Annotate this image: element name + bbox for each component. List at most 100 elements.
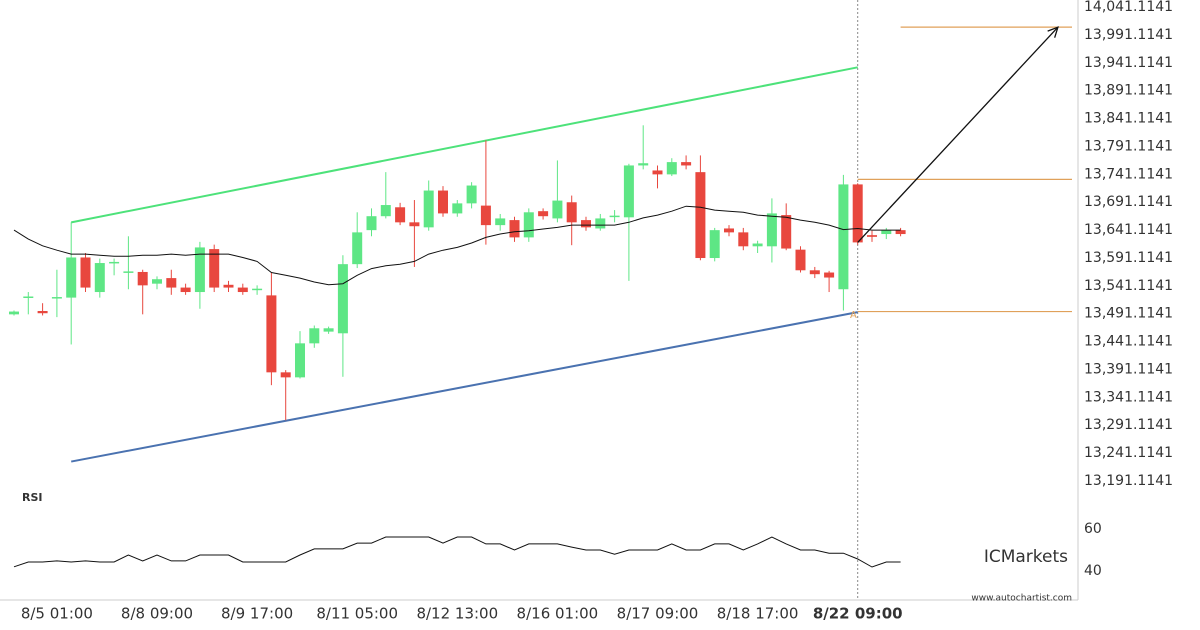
candle-body — [638, 163, 649, 166]
x-tick-label: 8/11 05:00 — [316, 605, 398, 623]
candle-body — [438, 190, 448, 214]
candle-body — [852, 184, 863, 243]
y-tick-label: 13,591.1141 — [1084, 250, 1173, 266]
y-tick-label: 13,741.1141 — [1084, 166, 1173, 182]
y-tick-label: 13,441.1141 — [1084, 334, 1173, 350]
candle-body — [94, 263, 105, 293]
candle-body — [166, 278, 177, 288]
candle-body — [266, 295, 277, 373]
y-tick-label: 13,341.1141 — [1084, 389, 1173, 405]
rsi-label: RSI — [22, 491, 43, 504]
candle-body — [152, 279, 162, 284]
y-tick-label: 13,391.1141 — [1084, 361, 1173, 377]
candle-body — [709, 230, 720, 259]
pattern-line — [71, 311, 858, 463]
rsi-tick-label: 60 — [1084, 521, 1102, 537]
candle-body — [123, 271, 134, 273]
candle-body — [552, 200, 563, 219]
x-tick-label: 8/12 13:00 — [416, 605, 498, 623]
candle-body — [695, 172, 706, 259]
arrow — [857, 26, 1059, 243]
candle-body — [781, 215, 792, 249]
candle-body — [380, 205, 391, 217]
candle-body — [309, 328, 320, 344]
candle-body — [738, 232, 749, 247]
y-tick-label: 13,641.1141 — [1084, 222, 1173, 238]
candle-body — [237, 287, 248, 293]
y-tick-label: 13,791.1141 — [1084, 138, 1173, 154]
candle-body — [867, 235, 877, 237]
candle-body — [280, 372, 291, 378]
candle-body — [252, 288, 263, 291]
candle-body — [66, 257, 77, 298]
candle-body — [80, 257, 91, 288]
candle-body — [895, 230, 906, 235]
arrow-head — [1047, 26, 1059, 38]
y-tick-label: 13,491.1141 — [1084, 306, 1173, 322]
candle-body — [23, 296, 34, 298]
candle-body — [838, 184, 849, 290]
pattern-line — [71, 66, 858, 224]
candle-body — [595, 218, 606, 229]
candle-body — [881, 230, 892, 235]
candle-body — [495, 218, 506, 226]
candle-body — [51, 297, 62, 299]
candle-body — [366, 216, 377, 231]
candle-body — [538, 211, 549, 217]
x-tick-label: 8/18 17:00 — [717, 605, 799, 623]
moving-average — [13, 205, 901, 286]
candle-body — [223, 284, 234, 288]
candle-body — [581, 220, 591, 228]
candle-body — [795, 249, 806, 271]
rsi-tick-label: 40 — [1084, 563, 1102, 579]
x-tick-label: 8/22 09:00 — [813, 605, 903, 623]
watermark: ICMarkets — [984, 547, 1068, 567]
candle-body — [809, 270, 820, 275]
y-tick-label: 13,891.1141 — [1084, 83, 1173, 99]
candle-body — [180, 287, 191, 293]
candle-body — [352, 232, 363, 265]
candle-body — [666, 162, 677, 175]
candle-body — [623, 165, 634, 218]
candle-body — [194, 247, 205, 293]
x-tick-label: 8/16 01:00 — [517, 605, 599, 623]
candle-body — [37, 310, 48, 314]
candle-body — [480, 205, 491, 226]
candle-body — [9, 311, 19, 315]
y-tick-label: 13,941.1141 — [1084, 55, 1173, 71]
y-tick-label: 13,841.1141 — [1084, 111, 1173, 127]
candle-body — [652, 170, 663, 175]
y-tick-label: 14,041.1141 — [1084, 0, 1173, 15]
candle-body — [609, 215, 620, 218]
y-tick-label: 13,241.1141 — [1084, 445, 1173, 461]
candle-body — [681, 162, 692, 166]
candle-body — [109, 261, 120, 264]
candle-body — [724, 228, 734, 233]
candle-body — [295, 343, 305, 378]
candle-body — [395, 207, 406, 223]
y-tick-label: 13,691.1141 — [1084, 194, 1173, 210]
rsi-line — [13, 536, 901, 568]
candle-body — [452, 203, 463, 214]
y-tick-label: 13,541.1141 — [1084, 278, 1173, 294]
candle-body — [523, 212, 534, 238]
candle-body — [409, 222, 420, 227]
candle-body — [766, 213, 777, 247]
annotation: A — [850, 310, 857, 321]
candle-body — [466, 185, 477, 204]
candle-body — [423, 190, 434, 228]
y-tick-label: 13,191.1141 — [1084, 473, 1173, 489]
y-tick-label: 13,991.1141 — [1084, 27, 1173, 43]
candle-body — [337, 264, 348, 334]
candle-body — [209, 249, 220, 288]
y-tick-label: 13,291.1141 — [1084, 417, 1173, 433]
candle-body — [824, 272, 835, 278]
candle-body — [509, 220, 520, 238]
x-tick-label: 8/17 09:00 — [617, 605, 699, 623]
candle-body — [752, 243, 763, 247]
candle-body — [137, 271, 148, 286]
candle-body — [566, 202, 577, 223]
source: www.autochartist.com — [971, 594, 1072, 604]
